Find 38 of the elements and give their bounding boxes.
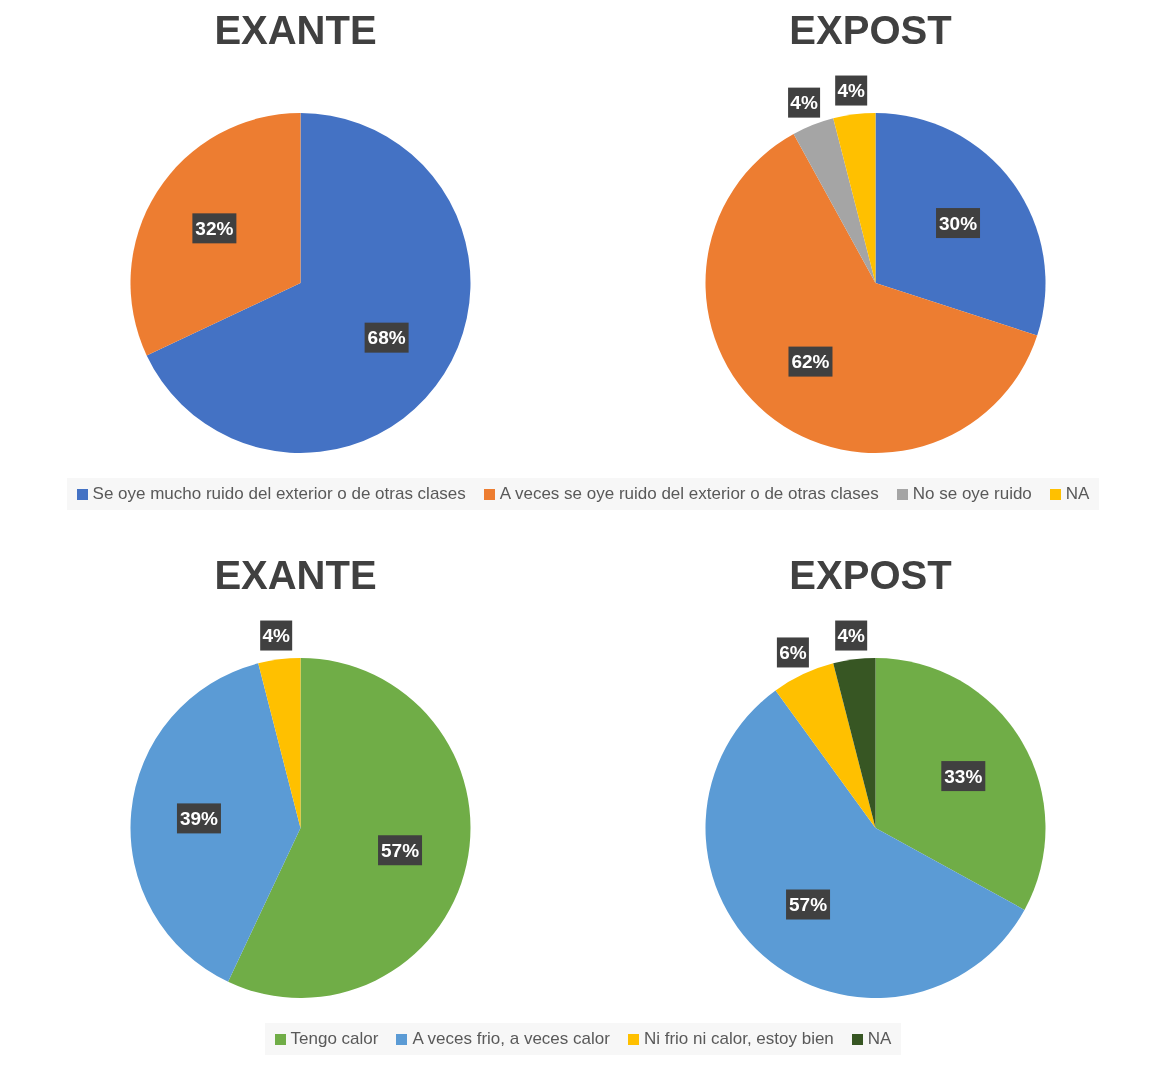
pie-slice [146, 113, 471, 453]
legend-label: Tengo calor [290, 1029, 379, 1049]
pie-slice [228, 658, 471, 998]
data-label: 68% [367, 327, 406, 349]
pie-slice [833, 113, 876, 283]
chart-title: EXANTE [213, 8, 378, 53]
pie-slice [875, 658, 1046, 910]
data-label: 6% [779, 641, 807, 663]
legend-label: Se oye mucho ruido del exterior o de otras clases [92, 484, 466, 504]
data-label: 4% [837, 625, 866, 647]
pie-slice [705, 134, 1038, 453]
data-label: 39% [179, 807, 219, 829]
data-label: 32% [195, 217, 234, 239]
data-label: 62% [791, 351, 830, 373]
data-label: 30% [939, 212, 978, 234]
chart-title: EXPOST [788, 8, 953, 53]
pie-slice [775, 663, 876, 828]
data-label: 33% [944, 765, 983, 787]
legend-label: NA [867, 1029, 892, 1049]
pie-slice [793, 118, 876, 283]
data-label: 4% [790, 92, 818, 114]
data-label: 4% [837, 80, 866, 102]
pie-slice [258, 658, 301, 828]
pie-slice [875, 113, 1046, 336]
pie-slice [705, 690, 1025, 998]
pie-slice [130, 113, 301, 356]
legend-label: NA [1065, 484, 1090, 504]
pie-slice [130, 663, 301, 982]
legend-label: Ni frio ni calor, estoy bien [643, 1029, 834, 1049]
chart-title: EXANTE [213, 553, 378, 598]
data-label: 4% [262, 625, 291, 647]
chart-title: EXPOST [788, 553, 953, 598]
legend-label: A veces frio, a veces calor [412, 1029, 610, 1049]
legend-label: A veces se oye ruido del exterior o de otras clases [499, 484, 879, 504]
data-label: 57% [789, 894, 828, 916]
legend-label: No se oye ruido [912, 484, 1032, 504]
data-label: 57% [381, 839, 420, 861]
pie-slice [833, 658, 876, 828]
